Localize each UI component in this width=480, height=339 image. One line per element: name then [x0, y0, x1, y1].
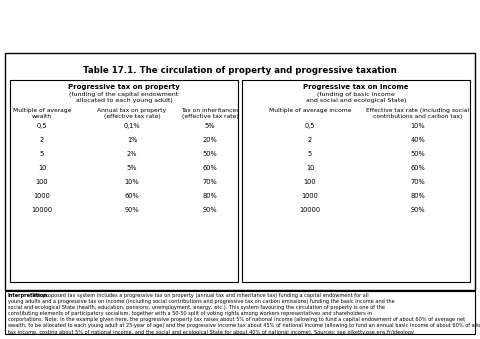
Text: wealth: wealth [32, 114, 52, 119]
Text: Progressive tax on property: Progressive tax on property [68, 84, 180, 90]
Text: 1000: 1000 [34, 193, 50, 199]
Text: 60%: 60% [410, 165, 425, 171]
Text: 10000: 10000 [300, 207, 321, 213]
Bar [10, 80, 238, 282]
Text: 1000: 1000 [301, 193, 318, 199]
Text: 60%: 60% [125, 193, 139, 199]
Text: social and ecological State (health, education, pensions, unemployment, energy, : social and ecological State (health, edu… [8, 305, 385, 310]
Text: tax income, costing about 5% of national income, and the social and ecological S: tax income, costing about 5% of national… [8, 330, 415, 335]
Text: 10: 10 [306, 165, 314, 171]
Text: 5%: 5% [127, 165, 137, 171]
Text: (effective tax rate): (effective tax rate) [104, 114, 160, 119]
Text: (effective tax rate): (effective tax rate) [181, 114, 239, 119]
Bar [5, 53, 475, 290]
Text: 70%: 70% [410, 179, 425, 185]
Text: 60%: 60% [203, 165, 217, 171]
Text: 5: 5 [308, 151, 312, 157]
Text: 10: 10 [38, 165, 46, 171]
Text: 5: 5 [40, 151, 44, 157]
Text: allocated to each young adult): allocated to each young adult) [76, 98, 172, 103]
Text: 80%: 80% [410, 193, 425, 199]
Text: 90%: 90% [125, 207, 139, 213]
Text: and social and ecological State): and social and ecological State) [306, 98, 406, 103]
Text: The proposed tax system includes a progressive tax on property (annual tax and i: The proposed tax system includes a progr… [31, 293, 369, 298]
Text: (funding of basic income: (funding of basic income [317, 92, 395, 97]
Text: 90%: 90% [411, 207, 425, 213]
Text: 70%: 70% [203, 179, 217, 185]
Text: (funding of the capital endowment: (funding of the capital endowment [70, 92, 179, 97]
Text: 40%: 40% [410, 137, 425, 143]
Text: 0,5: 0,5 [305, 123, 315, 129]
Text: 10%: 10% [411, 123, 425, 129]
Text: Tax on inheritances: Tax on inheritances [181, 108, 239, 113]
Text: 90%: 90% [203, 207, 217, 213]
Text: Interpretation.: Interpretation. [8, 293, 50, 298]
Text: Multiple of average: Multiple of average [13, 108, 71, 113]
Text: Annual tax on property: Annual tax on property [97, 108, 167, 113]
Text: 2: 2 [40, 137, 44, 143]
Text: Effective tax rate (including social: Effective tax rate (including social [366, 108, 469, 113]
Text: Table 17.1. The circulation of property and progressive taxation: Table 17.1. The circulation of property … [83, 66, 397, 75]
Text: 1%: 1% [127, 137, 137, 143]
Text: Multiple of average income: Multiple of average income [269, 108, 351, 113]
Text: 2%: 2% [127, 151, 137, 157]
Text: constituting elements of participatory socialism, together with a 50-50 split of: constituting elements of participatory s… [8, 311, 372, 316]
Text: 100: 100 [304, 179, 316, 185]
Bar [242, 80, 470, 282]
Text: wealth, to be allocated to each young adult at 25-year of age) and the progressi: wealth, to be allocated to each young ad… [8, 323, 480, 328]
Text: 50%: 50% [203, 151, 217, 157]
Text: 20%: 20% [203, 137, 217, 143]
Bar [5, 291, 475, 334]
Text: contributions and carbon tax): contributions and carbon tax) [373, 114, 463, 119]
Text: corportations. Note: in the example given here, the progressive property tax rai: corportations. Note: in the example give… [8, 317, 465, 322]
Text: 10%: 10% [125, 179, 139, 185]
Text: 10000: 10000 [31, 207, 53, 213]
Text: 5%: 5% [205, 123, 215, 129]
Text: 80%: 80% [203, 193, 217, 199]
Text: young adults and a progressive tax on income (including social contributions and: young adults and a progressive tax on in… [8, 299, 395, 304]
Text: 100: 100 [36, 179, 48, 185]
Text: Progressive tax on income: Progressive tax on income [303, 84, 409, 90]
Text: 0,5: 0,5 [37, 123, 47, 129]
Text: 2: 2 [308, 137, 312, 143]
Text: 0,1%: 0,1% [124, 123, 140, 129]
Text: 50%: 50% [410, 151, 425, 157]
